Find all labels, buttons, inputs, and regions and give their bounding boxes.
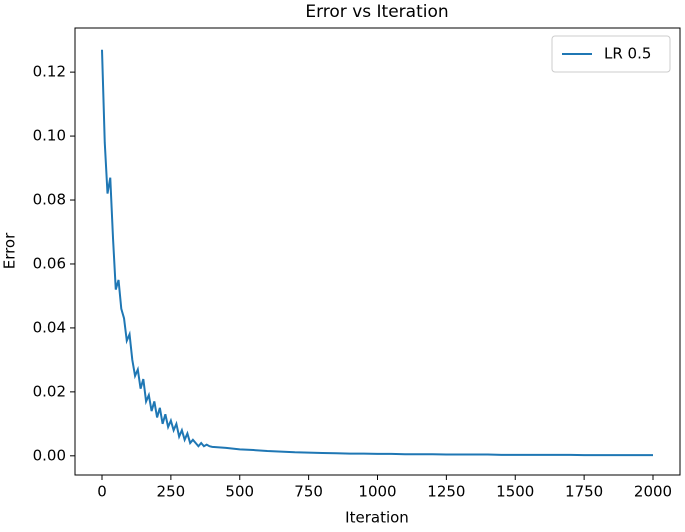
line bbox=[101, 49, 653, 457]
x-tick-label: 0 bbox=[97, 483, 107, 501]
legend-label: LR 0.5 bbox=[604, 45, 651, 63]
x-tick-label: 1000 bbox=[358, 483, 396, 501]
legend-box bbox=[551, 35, 671, 73]
y-tick-label: 0.00 bbox=[33, 446, 66, 464]
x-tick-label: 500 bbox=[225, 483, 254, 501]
x-tick-label: 250 bbox=[157, 483, 186, 501]
plot-frame bbox=[74, 27, 681, 476]
x-tick-label: 2000 bbox=[634, 483, 672, 501]
x-axis-label: Iteration bbox=[345, 509, 409, 527]
y-tick-label: 0.06 bbox=[33, 254, 66, 272]
y-tick-label: 0.08 bbox=[33, 191, 66, 209]
y-tick-label: 0.12 bbox=[33, 63, 66, 81]
y-tick-label: 0.10 bbox=[33, 127, 66, 145]
x-tick-label: 1250 bbox=[427, 483, 465, 501]
chart-title: Error vs Iteration bbox=[305, 2, 448, 22]
x-tick-label: 750 bbox=[294, 483, 323, 501]
x-tick-label: 1500 bbox=[496, 483, 534, 501]
x-tick-label: 1750 bbox=[565, 483, 603, 501]
y-tick-label: 0.02 bbox=[33, 382, 66, 400]
y-axis-label: Error bbox=[1, 232, 19, 269]
y-tick-label: 0.04 bbox=[33, 318, 66, 336]
